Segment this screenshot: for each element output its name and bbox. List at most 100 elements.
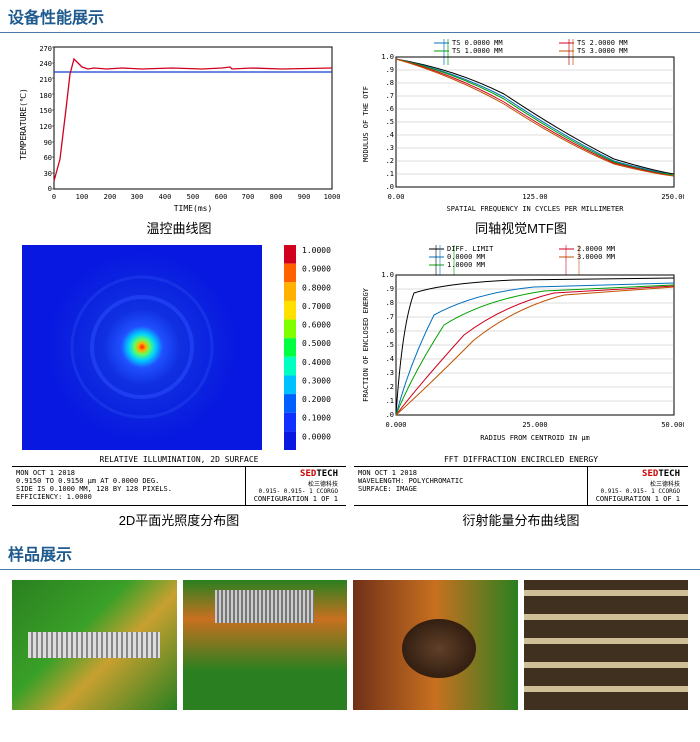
svg-text:TEMPERATURE(℃): TEMPERATURE(℃)	[19, 88, 28, 160]
svg-text:210: 210	[39, 76, 52, 84]
svg-text:.3: .3	[386, 144, 394, 152]
logo-sub: 松三德科技	[300, 479, 338, 488]
svg-text:.8: .8	[386, 79, 394, 87]
chart3-config: CONFIGURATION 1 OF 1	[254, 495, 338, 503]
mtf-chart-panel: TS 0.0000 MM TS 1.0000 MM TS 2.0000 MM T…	[354, 39, 688, 245]
svg-text:0: 0	[48, 185, 52, 193]
svg-text:.8: .8	[386, 299, 394, 307]
svg-text:1.0: 1.0	[381, 271, 394, 279]
chart3-subtitle: RELATIVE ILLUMINATION, 2D SURFACE	[12, 455, 346, 464]
svg-text:0.2000: 0.2000	[302, 395, 331, 404]
sample-gallery	[0, 576, 700, 722]
svg-text:.3: .3	[386, 369, 394, 377]
svg-text:1.0000 MM: 1.0000 MM	[447, 261, 485, 269]
diffraction-panel: DIFF. LIMIT 0.0000 MM 1.0000 MM 2.0000 M…	[354, 245, 688, 537]
svg-text:0.7000: 0.7000	[302, 302, 331, 311]
illumination-panel: 1.0000 0.9000 0.8000 0.7000 0.6000 0.5000 0.40…	[12, 245, 346, 537]
svg-text:.5: .5	[386, 118, 394, 126]
chart4-meta: MON OCT 1 2018 WAVELENGTH: POLYCHROMATIC…	[354, 466, 688, 506]
svg-text:.5: .5	[386, 341, 394, 349]
chart1-caption: 温控曲线图	[12, 218, 346, 237]
svg-text:0.1000: 0.1000	[302, 414, 331, 423]
chart3-meta-text: MON OCT 1 2018 0.9150 TO 0.9150 μm AT 0.…	[16, 469, 241, 501]
svg-text:FRACTION OF ENCLOSED ENERGY: FRACTION OF ENCLOSED ENERGY	[362, 287, 370, 402]
svg-text:0.0000 MM: 0.0000 MM	[447, 253, 485, 261]
svg-text:0.4000: 0.4000	[302, 358, 331, 367]
svg-text:.6: .6	[386, 105, 394, 113]
sample-4	[524, 580, 689, 710]
svg-text:.0: .0	[386, 183, 394, 191]
svg-text:.1: .1	[386, 397, 394, 405]
svg-text:TS 2.0000 MM: TS 2.0000 MM	[577, 39, 628, 47]
svg-text:0.000: 0.000	[385, 421, 406, 429]
svg-text:1.0000: 1.0000	[302, 246, 331, 255]
svg-text:25.000: 25.000	[522, 421, 547, 429]
chart4-id: 0.915- 0.915- 1 CCORGO	[601, 488, 680, 495]
svg-text:50.000: 50.000	[661, 421, 684, 429]
svg-text:TS 0.0000 MM: TS 0.0000 MM	[452, 39, 503, 47]
svg-text:SPATIAL FREQUENCY IN CYCLES PE: SPATIAL FREQUENCY IN CYCLES PER MILLIMET…	[446, 205, 624, 213]
svg-text:100: 100	[76, 193, 89, 201]
section-performance-title: 设备性能展示	[0, 0, 700, 33]
svg-text:2.0000 MM: 2.0000 MM	[577, 245, 615, 253]
chart3-id: 0.915- 0.915- 1 CCORGO	[259, 488, 338, 495]
svg-text:.4: .4	[386, 131, 394, 139]
svg-text:.9: .9	[386, 66, 394, 74]
svg-text:200: 200	[104, 193, 117, 201]
svg-text:0.0000: 0.0000	[302, 432, 331, 441]
svg-text:TS 3.0000 MM: TS 3.0000 MM	[577, 47, 628, 55]
svg-text:250.00: 250.00	[661, 193, 684, 201]
svg-text:0.6000: 0.6000	[302, 321, 331, 330]
svg-text:700: 700	[242, 193, 255, 201]
svg-text:800: 800	[270, 193, 283, 201]
svg-text:.4: .4	[386, 355, 394, 363]
svg-text:1.0: 1.0	[381, 53, 394, 61]
svg-text:0.8000: 0.8000	[302, 283, 331, 292]
svg-text:0.3000: 0.3000	[302, 376, 331, 385]
svg-text:.6: .6	[386, 327, 394, 335]
svg-text:30: 30	[44, 170, 52, 178]
sample-1	[12, 580, 177, 710]
svg-text:180: 180	[39, 92, 52, 100]
svg-text:150: 150	[39, 107, 52, 115]
svg-text:.7: .7	[386, 92, 394, 100]
svg-text:0.5000: 0.5000	[302, 339, 331, 348]
section-samples-title: 样品展示	[0, 537, 700, 570]
chart2-caption: 同轴视觉MTF图	[354, 218, 688, 237]
svg-text:600: 600	[215, 193, 228, 201]
sample-2	[183, 580, 348, 710]
chart3-caption: 2D平面光照度分布图	[12, 510, 346, 529]
svg-text:.2: .2	[386, 157, 394, 165]
chart4-meta-text: MON OCT 1 2018 WAVELENGTH: POLYCHROMATIC…	[358, 469, 583, 493]
logo-sub: 松三德科技	[642, 479, 680, 488]
mtf-chart: TS 0.0000 MM TS 1.0000 MM TS 2.0000 MM T…	[354, 39, 684, 214]
svg-text:270: 270	[39, 45, 52, 53]
svg-text:1000: 1000	[324, 193, 341, 201]
temperature-chart-panel: 03060 90120150 180210240270 0100200 3004…	[12, 39, 346, 245]
svg-text:125.00: 125.00	[522, 193, 547, 201]
svg-text:0.9000: 0.9000	[302, 265, 331, 274]
svg-text:60: 60	[44, 154, 52, 162]
svg-text:400: 400	[159, 193, 172, 201]
svg-text:TIME(ms): TIME(ms)	[174, 204, 213, 213]
temperature-chart: 03060 90120150 180210240270 0100200 3004…	[12, 39, 342, 214]
svg-text:500: 500	[187, 193, 200, 201]
chart4-caption: 衍射能量分布曲线图	[354, 510, 688, 529]
svg-text:3.0000 MM: 3.0000 MM	[577, 253, 615, 261]
svg-text:900: 900	[298, 193, 311, 201]
diffraction-chart: DIFF. LIMIT 0.0000 MM 1.0000 MM 2.0000 M…	[354, 245, 684, 455]
logo: SEDTECH	[300, 469, 338, 479]
logo: SEDTECH	[642, 469, 680, 479]
svg-text:.2: .2	[386, 383, 394, 391]
svg-text:240: 240	[39, 60, 52, 68]
svg-text:RADIUS FROM CENTROID IN μm: RADIUS FROM CENTROID IN μm	[480, 434, 590, 442]
svg-text:0: 0	[52, 193, 56, 201]
svg-text:MODULUS OF THE OTF: MODULUS OF THE OTF	[362, 86, 370, 162]
svg-text:0.00: 0.00	[388, 193, 405, 201]
chart3-meta: MON OCT 1 2018 0.9150 TO 0.9150 μm AT 0.…	[12, 466, 346, 506]
svg-text:.9: .9	[386, 285, 394, 293]
svg-text:TS 1.0000 MM: TS 1.0000 MM	[452, 47, 503, 55]
svg-text:300: 300	[131, 193, 144, 201]
svg-text:120: 120	[39, 123, 52, 131]
chart4-config: CONFIGURATION 1 OF 1	[596, 495, 680, 503]
